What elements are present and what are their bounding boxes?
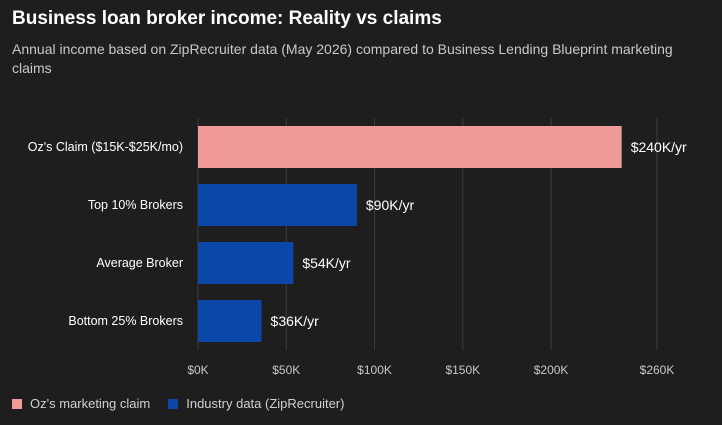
data-labels: $240K/yr $90K/yr $54K/yr $36K/yr [271,139,688,329]
bar [198,242,294,284]
data-label: $36K/yr [271,313,320,329]
data-label: $90K/yr [366,197,415,213]
category-label: Average Broker [96,256,183,270]
legend-item-claim: Oz's marketing claim [12,396,150,411]
category-labels: Oz's Claim ($15K-$25K/mo) Top 10% Brokers… [28,140,183,328]
bars [198,126,622,342]
legend: Oz's marketing claim Industry data (ZipR… [12,396,362,411]
x-tick-label: $150K [445,363,480,377]
chart-subtitle: Annual income based on ZipRecruiter data… [12,41,673,76]
data-label: $240K/yr [631,139,687,155]
legend-item-industry: Industry data (ZipRecruiter) [168,396,344,411]
legend-label-claim: Oz's marketing claim [30,396,151,411]
legend-swatch-claim [12,398,22,409]
x-tick-label: $50K [272,363,300,377]
category-label: Bottom 25% Brokers [68,314,183,328]
chart-title: Business loan broker income: Reality vs … [12,8,442,29]
category-label: Top 10% Brokers [88,198,183,212]
legend-swatch-industry [168,398,179,409]
category-label: Oz's Claim ($15K-$25K/mo) [28,140,183,154]
x-tick-label: $0K [187,363,208,377]
bar [198,126,622,168]
bar [198,184,357,226]
x-tick-label: $200K [534,363,569,377]
x-tick-labels: $0K $50K $100K $150K $200K $260K [187,363,674,377]
x-tick-label: $260K [640,363,675,377]
bar [198,300,262,342]
legend-label-industry: Industry data (ZipRecruiter) [186,396,345,411]
data-label: $54K/yr [302,255,351,271]
x-tick-label: $100K [357,363,392,377]
